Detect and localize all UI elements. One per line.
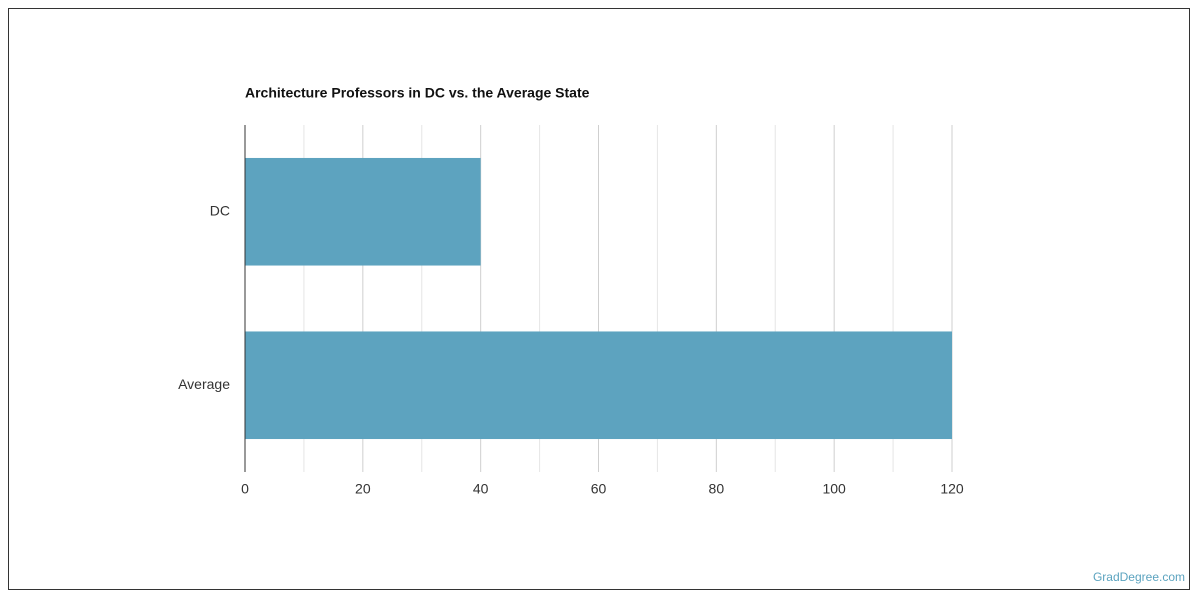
x-tick-label: 120 — [940, 481, 964, 497]
x-tick-label: 100 — [822, 481, 846, 497]
x-tick-label: 40 — [473, 481, 489, 497]
x-tick-label: 20 — [355, 481, 371, 497]
chart-title: Architecture Professors in DC vs. the Av… — [245, 85, 590, 101]
y-tick-label: Average — [178, 376, 230, 392]
y-tick-label: DC — [210, 202, 230, 218]
x-tick-label: 80 — [709, 481, 725, 497]
frame — [8, 8, 1190, 590]
bar — [245, 157, 481, 266]
source[interactable]: GradDegree.com — [1093, 570, 1185, 584]
x-tick-label: 60 — [591, 481, 607, 497]
x-tick-label: 0 — [241, 481, 249, 497]
bar — [245, 331, 952, 440]
